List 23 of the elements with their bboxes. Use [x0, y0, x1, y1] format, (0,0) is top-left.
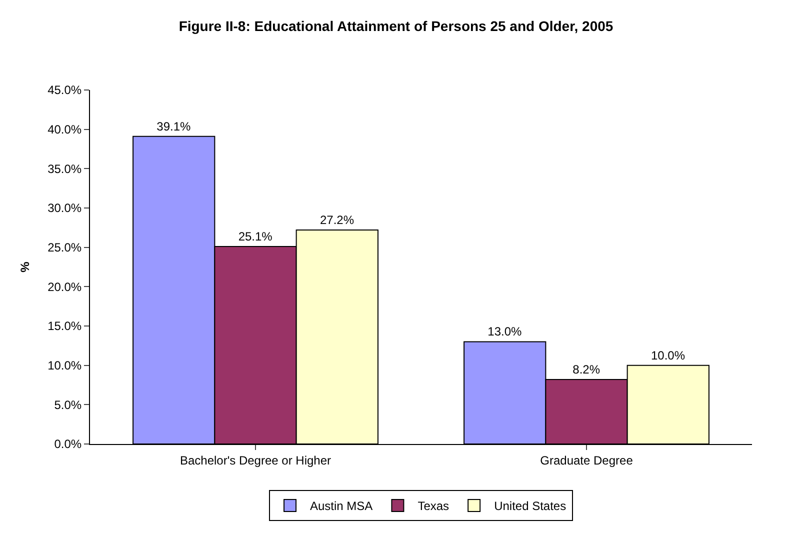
y-tick-label: 45.0% [48, 83, 82, 98]
data-label: 39.1% [156, 119, 192, 134]
x-tick-label: Bachelor's Degree or Higher [180, 453, 332, 468]
x-tick-label: Graduate Degree [540, 453, 634, 468]
data-label: 27.2% [320, 213, 354, 228]
data-label: 25.1% [238, 230, 273, 244]
data-label: 8.2% [572, 362, 600, 376]
y-tick-label: 35.0% [48, 162, 82, 176]
y-tick-label: 10.0% [48, 358, 82, 373]
data-label: 13.0% [488, 324, 522, 339]
y-tick-label: 30.0% [48, 201, 82, 216]
y-tick-label: 5.0% [54, 398, 82, 412]
y-axis-title: % [18, 261, 32, 272]
legend-label: Austin MSA [310, 499, 373, 514]
legend-label: United States [494, 499, 566, 514]
y-tick-label: 15.0% [48, 319, 82, 334]
y-tick-label: 25.0% [48, 240, 82, 255]
data-label: 10.0% [650, 348, 686, 362]
y-tick-label: 0.0% [54, 437, 82, 452]
y-tick-label: 20.0% [48, 280, 82, 294]
y-tick-label: 40.0% [48, 122, 82, 137]
chart-title: Figure II-8: Educational Attainment of Persons 25 and Older, 2005 [178, 18, 614, 34]
legend-label: Texas [418, 499, 450, 514]
